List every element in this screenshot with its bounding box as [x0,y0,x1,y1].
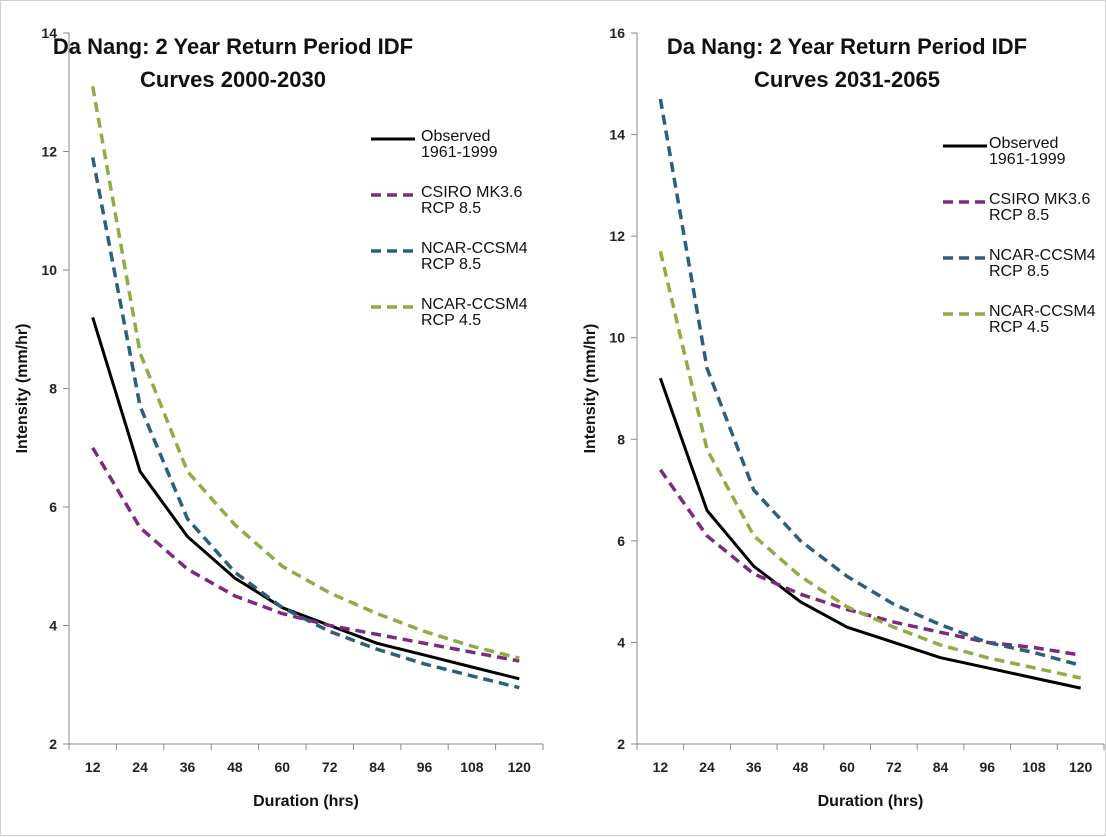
legend-label: NCAR-CCSM4 [421,240,528,257]
x-tick-label: 108 [460,759,484,775]
x-tick-label: 48 [793,759,809,775]
legend-label: RCP 8.5 [421,256,481,273]
series-line-4 [658,250,1082,680]
chart-title-line: Curves 2031-2065 [754,67,940,92]
x-tick-label: 12 [85,759,101,775]
x-tick-label: 96 [417,759,433,775]
legend-label: NCAR-CCSM4 [989,303,1096,320]
y-tick-label: 14 [41,25,57,41]
legend-label: Observed [421,128,490,145]
y-tick-label: 4 [617,634,625,650]
x-tick-label: 24 [132,759,148,775]
legend-label: CSIRO MK3.6 [421,184,522,201]
legend-label: 1961-1999 [989,151,1066,168]
chart-title-line: Da Nang: 2 Year Return Period IDF [53,34,413,59]
x-tick-label: 72 [322,759,338,775]
chart-title-line: Da Nang: 2 Year Return Period IDF [667,34,1027,59]
legend-label: Observed [989,135,1058,152]
x-tick-label: 48 [227,759,243,775]
x-tick-label: 84 [369,759,385,775]
x-tick-label: 120 [508,759,532,775]
y-tick-label: 6 [617,533,625,549]
y-tick-label: 2 [49,736,57,752]
y-tick-label: 10 [609,330,625,346]
y-axis-title: Intensity (mm/hr) [14,324,31,454]
legend-label: 1961-1999 [421,144,498,161]
series-line-1 [658,377,1082,690]
legend-label: CSIRO MK3.6 [989,191,1090,208]
legend-label: RCP 4.5 [989,319,1049,336]
x-tick-label: 36 [180,759,196,775]
legend-label: NCAR-CCSM4 [421,296,528,313]
x-tick-label: 108 [1022,759,1046,775]
x-tick-label: 24 [699,759,715,775]
series-line-3 [90,157,520,690]
x-tick-label: 72 [886,759,902,775]
legend-label: RCP 4.5 [421,312,481,329]
y-tick-label: 4 [49,618,57,634]
series-line-2 [91,446,520,663]
series-line-1 [91,316,520,681]
y-tick-label: 10 [41,262,57,278]
legend-label: NCAR-CCSM4 [989,247,1096,264]
x-tick-label: 36 [746,759,762,775]
y-tick-label: 6 [49,499,57,515]
x-tick-label: 84 [933,759,949,775]
legend-label: RCP 8.5 [989,263,1049,280]
series-line-3 [658,98,1082,667]
y-tick-label: 16 [609,25,625,41]
y-tick-label: 12 [609,228,625,244]
x-tick-label: 60 [839,759,855,775]
y-tick-label: 12 [41,144,57,160]
y-tick-label: 8 [49,381,57,397]
y-tick-label: 2 [617,736,625,752]
x-axis-title: Duration (hrs) [818,793,924,810]
chart-title-line: Curves 2000-2030 [140,67,326,92]
x-tick-label: 12 [653,759,669,775]
x-tick-label: 120 [1069,759,1093,775]
x-axis-title: Duration (hrs) [253,793,359,810]
legend-label: RCP 8.5 [421,200,481,217]
y-axis-title: Intensity (mm/hr) [582,324,599,454]
y-tick-label: 14 [609,127,625,143]
series-line-4 [90,85,520,660]
x-tick-label: 96 [979,759,995,775]
x-tick-label: 60 [275,759,291,775]
legend-label: RCP 8.5 [989,207,1049,224]
y-tick-label: 8 [617,431,625,447]
series-line-2 [658,468,1081,657]
